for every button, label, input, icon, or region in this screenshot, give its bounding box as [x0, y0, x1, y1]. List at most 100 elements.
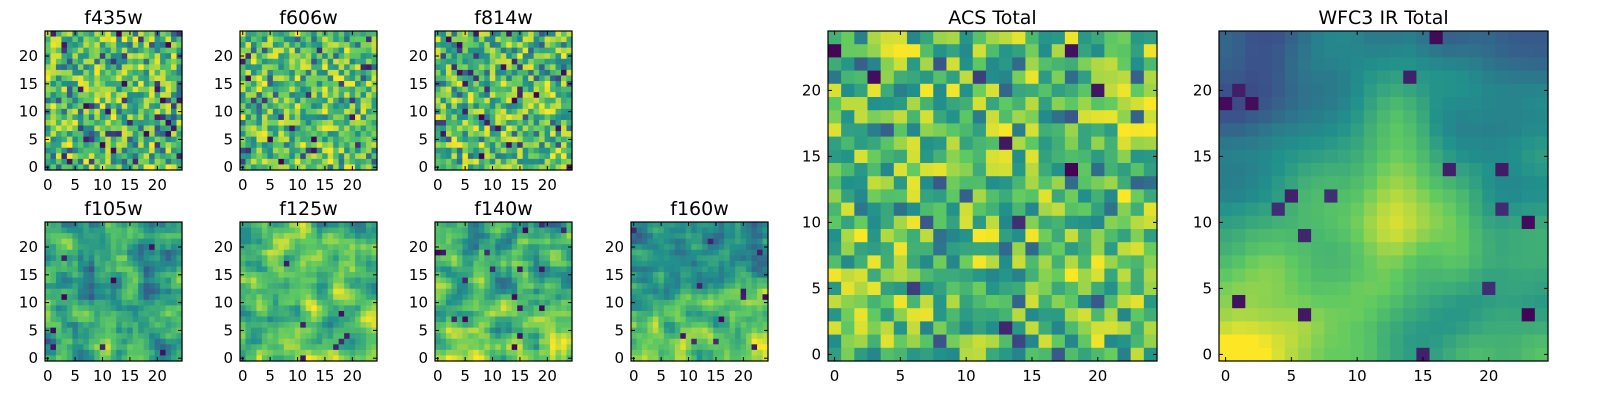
heatmap-cell: [555, 158, 562, 166]
heatmap-cell: [544, 103, 551, 110]
heatmap-cell: [278, 147, 285, 154]
heatmap-cell: [561, 97, 568, 104]
heatmap-cell: [55, 277, 63, 284]
heatmap-cell: [500, 58, 507, 65]
heatmap-cell: [338, 164, 345, 171]
heatmap-cell: [713, 310, 720, 318]
heatmap-cell: [478, 238, 485, 245]
heatmap-cell: [500, 131, 507, 138]
heatmap-cell: [440, 31, 447, 38]
heatmap-cell: [83, 260, 90, 268]
heatmap-cell: [658, 244, 665, 251]
heatmap-cell: [1117, 70, 1132, 85]
heatmap-cell: [61, 238, 68, 245]
heatmap-cell: [256, 119, 263, 127]
heatmap-cell: [473, 153, 480, 160]
heatmap-cell: [440, 86, 447, 93]
heatmap-cell: [561, 294, 568, 301]
heatmap-cell: [366, 277, 373, 284]
heatmap-cell: [1117, 163, 1132, 177]
heatmap-cell: [132, 64, 139, 71]
heatmap-cell: [165, 305, 172, 312]
heatmap-cell: [550, 108, 557, 115]
heatmap-cell: [707, 355, 714, 362]
heatmap-cell: [50, 42, 57, 49]
heatmap-cell: [300, 222, 307, 229]
heatmap-cell: [685, 333, 692, 340]
heatmap-cell: [561, 305, 568, 312]
heatmap-cell: [344, 53, 351, 60]
heatmap-cell: [272, 255, 279, 262]
heatmap-cell: [663, 244, 670, 251]
heatmap-cell: [641, 266, 649, 273]
heatmap-cell: [652, 266, 659, 273]
heatmap-cell: [110, 97, 117, 104]
heatmap-cell: [561, 31, 568, 38]
heatmap-cell: [440, 244, 447, 251]
heatmap-cell: [143, 92, 150, 99]
heatmap-cell: [55, 64, 63, 71]
heatmap-cell: [707, 283, 714, 290]
heatmap-cell: [338, 75, 345, 82]
heatmap-cell: [435, 42, 442, 49]
heatmap-cell: [110, 81, 117, 88]
heatmap-cell: [702, 355, 709, 362]
heatmap-cell: [680, 227, 687, 234]
heatmap-cell: [985, 110, 1000, 124]
heatmap-cell: [495, 299, 502, 306]
heatmap-cell: [176, 58, 183, 65]
x-tick-label: 5: [265, 367, 275, 385]
heatmap-cell: [467, 75, 474, 82]
heatmap-cell: [105, 233, 112, 240]
heatmap-cell: [522, 119, 529, 127]
heatmap-cell: [566, 227, 573, 234]
heatmap-cell: [647, 222, 654, 229]
heatmap-cell: [456, 249, 463, 256]
heatmap-cell: [702, 277, 709, 284]
heatmap-cell: [495, 36, 502, 43]
heatmap-cell: [300, 81, 307, 88]
heatmap-cell: [1117, 202, 1132, 217]
heatmap-cell: [663, 333, 670, 340]
heatmap-cell: [1130, 31, 1145, 45]
heatmap-cell: [272, 288, 279, 295]
heatmap-cell: [462, 260, 469, 268]
heatmap-cell: [484, 233, 491, 240]
heatmap-cell: [473, 147, 480, 154]
heatmap-cell: [440, 327, 447, 334]
heatmap-cell: [462, 305, 469, 312]
heatmap-cell: [544, 322, 551, 329]
heatmap-cell: [566, 86, 573, 93]
heatmap-cell: [154, 142, 161, 149]
heatmap-cell: [371, 277, 378, 284]
heatmap-cell: [138, 294, 145, 301]
heatmap-cell: [506, 147, 513, 154]
heatmap-cell: [267, 64, 274, 71]
heatmap-cell: [517, 272, 524, 279]
heatmap-cell: [751, 322, 758, 329]
heatmap-cell: [278, 42, 285, 49]
heatmap-cell: [116, 238, 123, 245]
heatmap-cell: [478, 316, 485, 323]
heatmap-cell: [729, 305, 736, 312]
x-tick-label: 10: [483, 367, 502, 385]
heatmap-cell: [566, 147, 573, 154]
heatmap-cell: [149, 114, 156, 121]
heatmap-cell: [245, 344, 252, 351]
heatmap-cell: [240, 283, 247, 290]
heatmap-cell: [550, 81, 557, 88]
heatmap-cell: [746, 344, 753, 351]
heatmap-cell: [66, 333, 73, 340]
heatmap-cell: [176, 227, 183, 234]
heatmap-cell: [171, 322, 178, 329]
heatmap-cell: [327, 153, 334, 160]
heatmap-cell: [360, 299, 367, 306]
heatmap-cell: [1025, 83, 1040, 98]
heatmap-cell: [294, 322, 301, 329]
x-tick-label: 15: [315, 176, 334, 194]
heatmap-cell: [647, 310, 654, 318]
heatmap-cell: [154, 58, 161, 65]
heatmap-cell: [278, 249, 285, 256]
heatmap-cell: [149, 294, 156, 301]
heatmap-cell: [478, 222, 485, 229]
